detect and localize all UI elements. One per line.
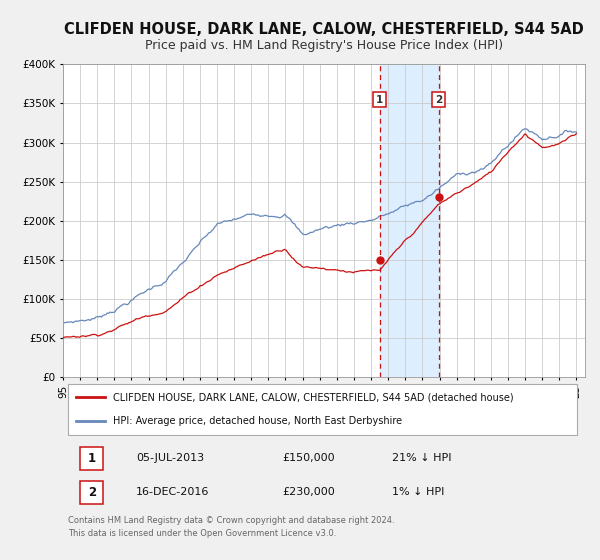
Text: 16-DEC-2016: 16-DEC-2016 bbox=[136, 487, 209, 497]
Text: 2: 2 bbox=[435, 95, 442, 105]
Text: 05-JUL-2013: 05-JUL-2013 bbox=[136, 454, 204, 464]
FancyBboxPatch shape bbox=[80, 480, 103, 503]
Text: 1% ↓ HPI: 1% ↓ HPI bbox=[392, 487, 444, 497]
Text: HPI: Average price, detached house, North East Derbyshire: HPI: Average price, detached house, Nort… bbox=[113, 417, 402, 427]
FancyBboxPatch shape bbox=[68, 385, 577, 435]
Text: 2: 2 bbox=[88, 486, 96, 498]
Text: £230,000: £230,000 bbox=[282, 487, 335, 497]
FancyBboxPatch shape bbox=[80, 447, 103, 470]
Text: Contains HM Land Registry data © Crown copyright and database right 2024.
This d: Contains HM Land Registry data © Crown c… bbox=[68, 516, 395, 538]
Text: 21% ↓ HPI: 21% ↓ HPI bbox=[392, 454, 451, 464]
Text: 1: 1 bbox=[88, 452, 96, 465]
Text: CLIFDEN HOUSE, DARK LANE, CALOW, CHESTERFIELD, S44 5AD: CLIFDEN HOUSE, DARK LANE, CALOW, CHESTER… bbox=[64, 22, 584, 38]
Text: 1: 1 bbox=[376, 95, 383, 105]
Text: Price paid vs. HM Land Registry's House Price Index (HPI): Price paid vs. HM Land Registry's House … bbox=[145, 39, 503, 52]
Bar bbox=[380, 64, 439, 377]
Text: £150,000: £150,000 bbox=[282, 454, 335, 464]
Text: CLIFDEN HOUSE, DARK LANE, CALOW, CHESTERFIELD, S44 5AD (detached house): CLIFDEN HOUSE, DARK LANE, CALOW, CHESTER… bbox=[113, 392, 513, 402]
